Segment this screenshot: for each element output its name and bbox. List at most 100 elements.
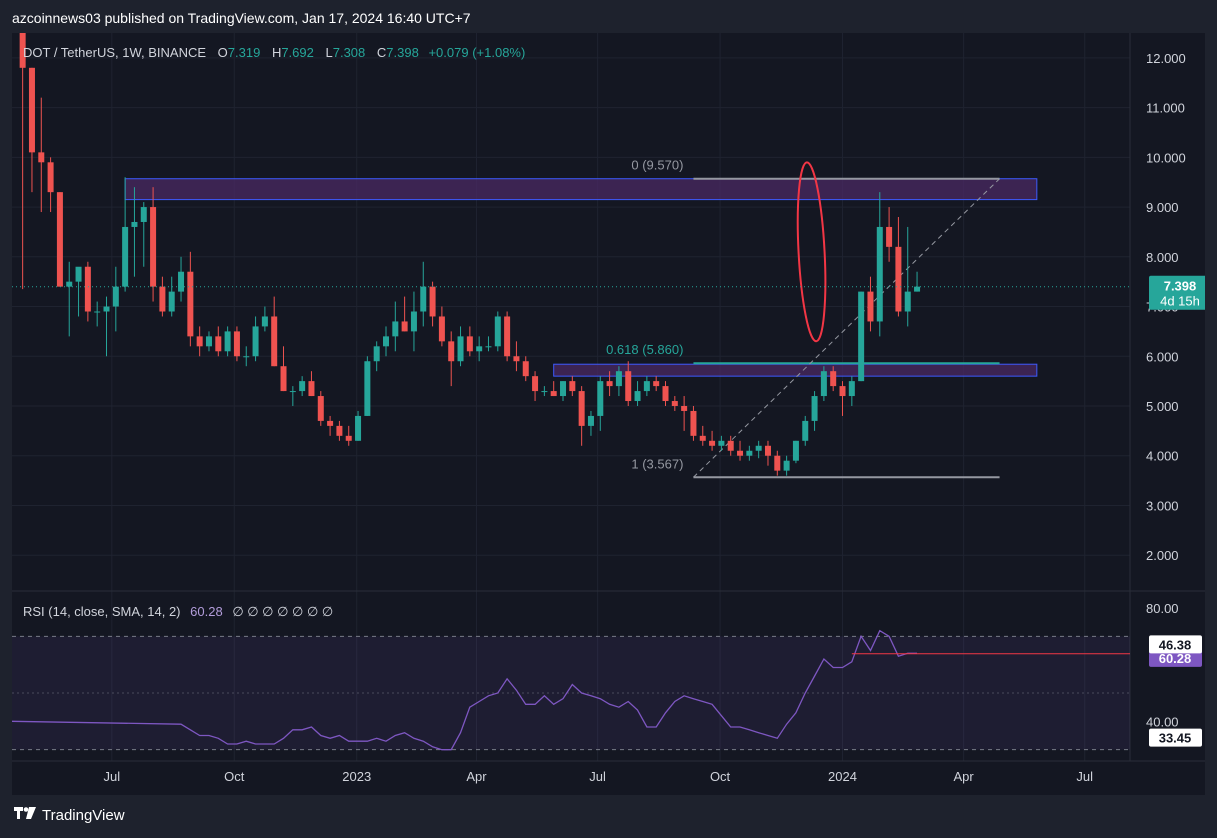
- candle: [178, 256, 185, 302]
- candle: [662, 381, 669, 406]
- candle-body: [252, 326, 259, 357]
- bar-countdown: 4d 15h: [1160, 294, 1200, 309]
- candle: [811, 391, 818, 431]
- candle: [448, 331, 455, 387]
- rsi-lower-tag-bg: [1149, 728, 1202, 747]
- rsi-label[interactable]: RSI (14, close, SMA, 14, 2): [23, 604, 181, 619]
- rsi-axis-tick: 80.00: [1146, 601, 1179, 616]
- candle-body: [811, 396, 818, 421]
- price-axis-tick: 4.000: [1146, 449, 1179, 464]
- candle: [522, 356, 529, 382]
- time-axis-tick: Apr: [466, 769, 487, 784]
- candle-body: [178, 271, 185, 292]
- candle-body: [205, 336, 212, 347]
- candle: [345, 425, 352, 446]
- candle-body: [774, 455, 781, 471]
- candle-body: [615, 371, 622, 387]
- candle: [904, 226, 911, 327]
- close-value: 7.398: [386, 45, 419, 60]
- candle-body: [150, 207, 157, 287]
- price-axis-tick: 12.000: [1146, 51, 1186, 66]
- time-axis-tick: 2024: [828, 769, 857, 784]
- candle-body: [299, 381, 306, 392]
- candle: [215, 326, 222, 357]
- candle: [243, 346, 250, 367]
- candle: [336, 420, 343, 441]
- candle-body: [392, 321, 399, 337]
- candle-body: [103, 306, 110, 312]
- candle-body: [681, 405, 688, 411]
- candle-body: [94, 311, 101, 313]
- candle-body: [914, 286, 921, 292]
- candle: [187, 251, 194, 347]
- rsi-legend[interactable]: RSI (14, close, SMA, 14, 2) 60.28 ∅ ∅ ∅ …: [23, 604, 333, 620]
- candle: [876, 192, 883, 337]
- candle: [839, 381, 846, 416]
- candle: [550, 381, 557, 397]
- time-axis-tick: 2023: [342, 769, 371, 784]
- candle-body: [476, 346, 483, 352]
- candle-body: [38, 152, 45, 163]
- time-axis-tick: Jul: [589, 769, 606, 784]
- footer-brand[interactable]: TradingView: [14, 806, 125, 824]
- candle: [532, 371, 539, 402]
- candle: [66, 261, 73, 337]
- candle: [746, 445, 753, 461]
- fib-level-label: 0.618 (5.860): [606, 342, 683, 357]
- candle-body: [224, 331, 231, 352]
- candle: [364, 356, 371, 416]
- candle-body: [839, 386, 846, 397]
- candle: [886, 207, 893, 262]
- candle-body: [382, 336, 389, 347]
- candle: [271, 296, 278, 367]
- candle: [38, 97, 45, 213]
- candle-body: [699, 435, 706, 441]
- candle-body: [671, 401, 678, 406]
- candle: [28, 67, 35, 193]
- candle-body: [327, 420, 334, 426]
- candle: [131, 187, 138, 277]
- open-value: 7.319: [227, 45, 261, 60]
- candle-body: [858, 291, 865, 382]
- chart-frame[interactable]: 0 (9.570) 0.618 (5.860) 1 (3.567) 12.000 11.…: [12, 33, 1205, 795]
- candle-body: [886, 226, 893, 247]
- candle-body: [727, 440, 734, 451]
- rsi-value-tag-bg: [1149, 648, 1202, 667]
- candle-body: [84, 266, 91, 312]
- candle: [587, 410, 594, 436]
- candle: [737, 440, 744, 461]
- price-chart-svg[interactable]: 0 (9.570) 0.618 (5.860) 1 (3.567) 12.000 11.…: [12, 33, 1205, 795]
- candle-body: [317, 396, 324, 421]
- rsi-line: [12, 629, 917, 751]
- symbol-label[interactable]: DOT / TetherUS, 1W, BINANCE: [23, 45, 207, 60]
- candle: [690, 405, 697, 441]
- publisher-header: azcoinnews03 published on TradingView.co…: [12, 10, 471, 26]
- price-axis-tick: 10.000: [1146, 150, 1186, 165]
- time-axis-tick: Oct: [710, 769, 731, 784]
- candle: [895, 217, 902, 317]
- candle: [103, 296, 110, 357]
- candle: [112, 266, 119, 332]
- candle-body: [187, 271, 194, 337]
- chart-legend[interactable]: DOT / TetherUS, 1W, BINANCE O7.319 H7.69…: [23, 45, 525, 60]
- candle: [438, 306, 445, 347]
- fib-level-label: 1 (3.567): [631, 456, 683, 471]
- candle-body: [560, 381, 567, 397]
- low-value: 7.308: [332, 45, 366, 60]
- candle-body: [532, 376, 539, 392]
- candle-body: [522, 361, 529, 377]
- rsi-axis-tick: 40.00: [1146, 714, 1179, 729]
- candle-body: [587, 415, 594, 426]
- candle: [764, 440, 771, 466]
- candle-body: [233, 331, 240, 357]
- open-label: O: [217, 45, 228, 60]
- candle: [569, 376, 576, 397]
- candle: [233, 326, 240, 362]
- price-axis-tick: 5.000: [1146, 399, 1179, 414]
- low-label: L: [325, 45, 333, 60]
- current-price-tag-bg: [1149, 275, 1205, 310]
- candle-body: [606, 381, 613, 387]
- rsi-pane: [12, 629, 1130, 751]
- candle: [382, 326, 389, 357]
- candle: [122, 177, 129, 292]
